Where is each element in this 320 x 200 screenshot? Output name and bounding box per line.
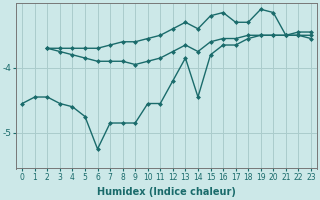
X-axis label: Humidex (Indice chaleur): Humidex (Indice chaleur) (97, 187, 236, 197)
